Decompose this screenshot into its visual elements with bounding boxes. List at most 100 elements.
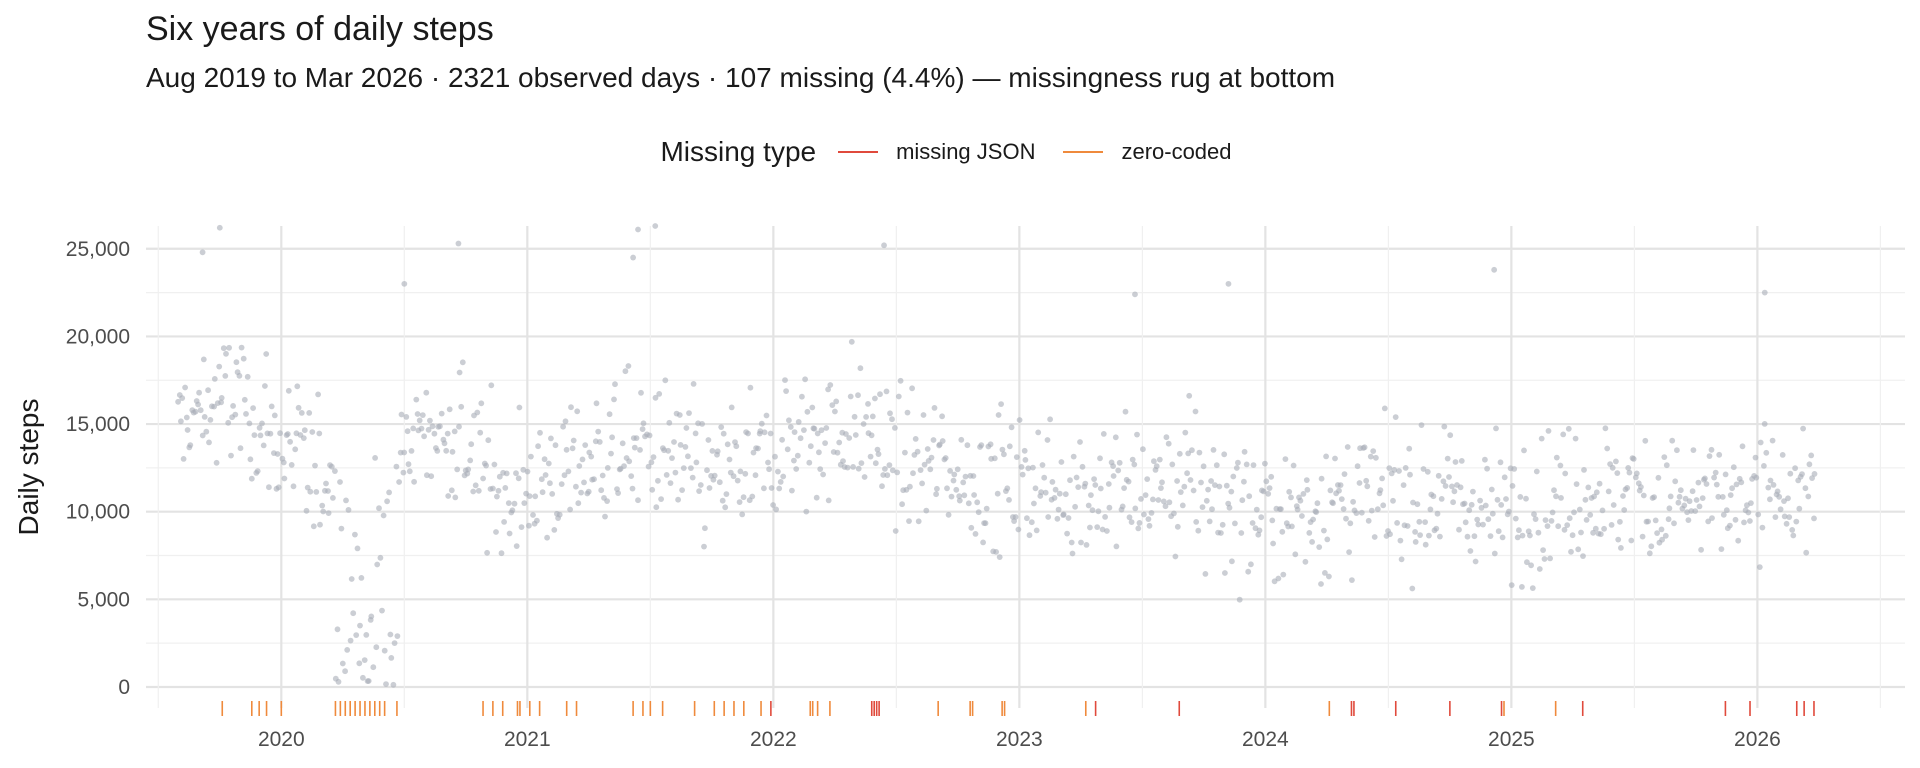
data-point — [1294, 506, 1301, 513]
data-point — [313, 489, 320, 495]
data-point — [1182, 429, 1189, 436]
data-point — [1484, 465, 1490, 472]
data-point — [795, 419, 802, 425]
data-point — [964, 442, 971, 449]
data-point — [1422, 519, 1428, 525]
data-point — [765, 459, 771, 466]
data-point — [565, 468, 572, 475]
data-point — [281, 475, 288, 482]
data-point — [419, 412, 426, 418]
data-point — [1538, 435, 1545, 442]
data-point — [777, 479, 784, 485]
data-point — [625, 363, 632, 369]
data-point — [1346, 549, 1352, 555]
data-point — [274, 451, 281, 457]
data-point — [1268, 473, 1275, 480]
data-point — [1464, 533, 1471, 540]
data-point — [365, 678, 372, 684]
data-point — [906, 518, 912, 524]
data-point — [688, 465, 694, 471]
data-point — [860, 421, 867, 427]
data-point — [1025, 465, 1032, 472]
data-point — [840, 458, 846, 464]
data-point — [225, 419, 232, 426]
data-point — [544, 534, 550, 541]
data-point — [1019, 471, 1026, 478]
data-point — [1576, 506, 1583, 513]
data-point — [734, 477, 741, 484]
data-point — [1075, 484, 1082, 490]
data-point — [560, 423, 566, 430]
data-point — [1472, 558, 1479, 565]
data-point — [1648, 543, 1655, 550]
data-point — [1146, 522, 1153, 529]
data-point — [1757, 439, 1764, 446]
data-point — [1004, 485, 1011, 492]
data-point — [354, 545, 361, 552]
data-point — [1630, 456, 1637, 462]
data-point — [1097, 485, 1104, 492]
data-point — [1144, 476, 1151, 482]
data-point — [1488, 486, 1495, 493]
data-point — [834, 449, 841, 456]
data-point — [205, 387, 212, 394]
data-point — [595, 428, 602, 435]
data-point — [655, 477, 661, 484]
data-point — [175, 398, 182, 405]
data-point — [445, 493, 452, 499]
legend-label-zero-coded: zero-coded — [1121, 139, 1232, 164]
data-point — [1387, 531, 1393, 538]
data-point — [505, 500, 512, 506]
data-point — [384, 498, 390, 505]
data-point — [370, 664, 377, 671]
data-point — [1253, 506, 1260, 513]
data-point — [899, 501, 905, 508]
data-point — [1440, 478, 1447, 485]
legend-item-missing-json: missing JSON — [838, 139, 1035, 165]
data-point — [1392, 414, 1399, 420]
data-point — [823, 425, 830, 431]
data-point — [850, 464, 856, 470]
data-point — [530, 512, 536, 518]
data-point — [539, 489, 546, 496]
data-point — [1115, 467, 1122, 474]
data-point — [1553, 454, 1560, 461]
data-point — [216, 363, 223, 370]
data-point — [669, 455, 675, 461]
data-point — [416, 417, 423, 424]
data-point — [1275, 575, 1282, 582]
data-point — [621, 463, 627, 469]
data-point — [1088, 492, 1094, 498]
data-point — [260, 442, 267, 449]
data-point — [275, 484, 282, 491]
data-point — [948, 493, 955, 500]
data-point — [1289, 523, 1295, 530]
data-point — [1246, 493, 1253, 500]
data-point — [1444, 455, 1451, 462]
data-point — [1628, 537, 1635, 544]
data-point — [1054, 515, 1061, 522]
data-point — [434, 448, 441, 454]
data-point — [1282, 456, 1289, 462]
data-point — [939, 438, 946, 444]
data-point — [848, 338, 855, 345]
data-point — [373, 644, 380, 651]
data-point — [1720, 511, 1727, 518]
data-point — [847, 393, 854, 400]
data-point — [1265, 490, 1272, 497]
data-point — [1695, 479, 1702, 486]
y-tick-label: 20,000 — [66, 325, 130, 348]
data-point — [880, 472, 887, 478]
data-point — [921, 461, 928, 468]
data-point — [1356, 480, 1363, 486]
data-point — [400, 469, 407, 476]
y-tick-label: 15,000 — [66, 413, 130, 436]
data-point — [991, 455, 998, 462]
data-point — [187, 442, 194, 448]
data-point — [1177, 489, 1184, 495]
data-point — [1585, 484, 1592, 491]
data-point — [292, 446, 299, 453]
data-point — [1774, 488, 1781, 495]
data-point — [1135, 525, 1142, 532]
data-point — [934, 485, 940, 492]
